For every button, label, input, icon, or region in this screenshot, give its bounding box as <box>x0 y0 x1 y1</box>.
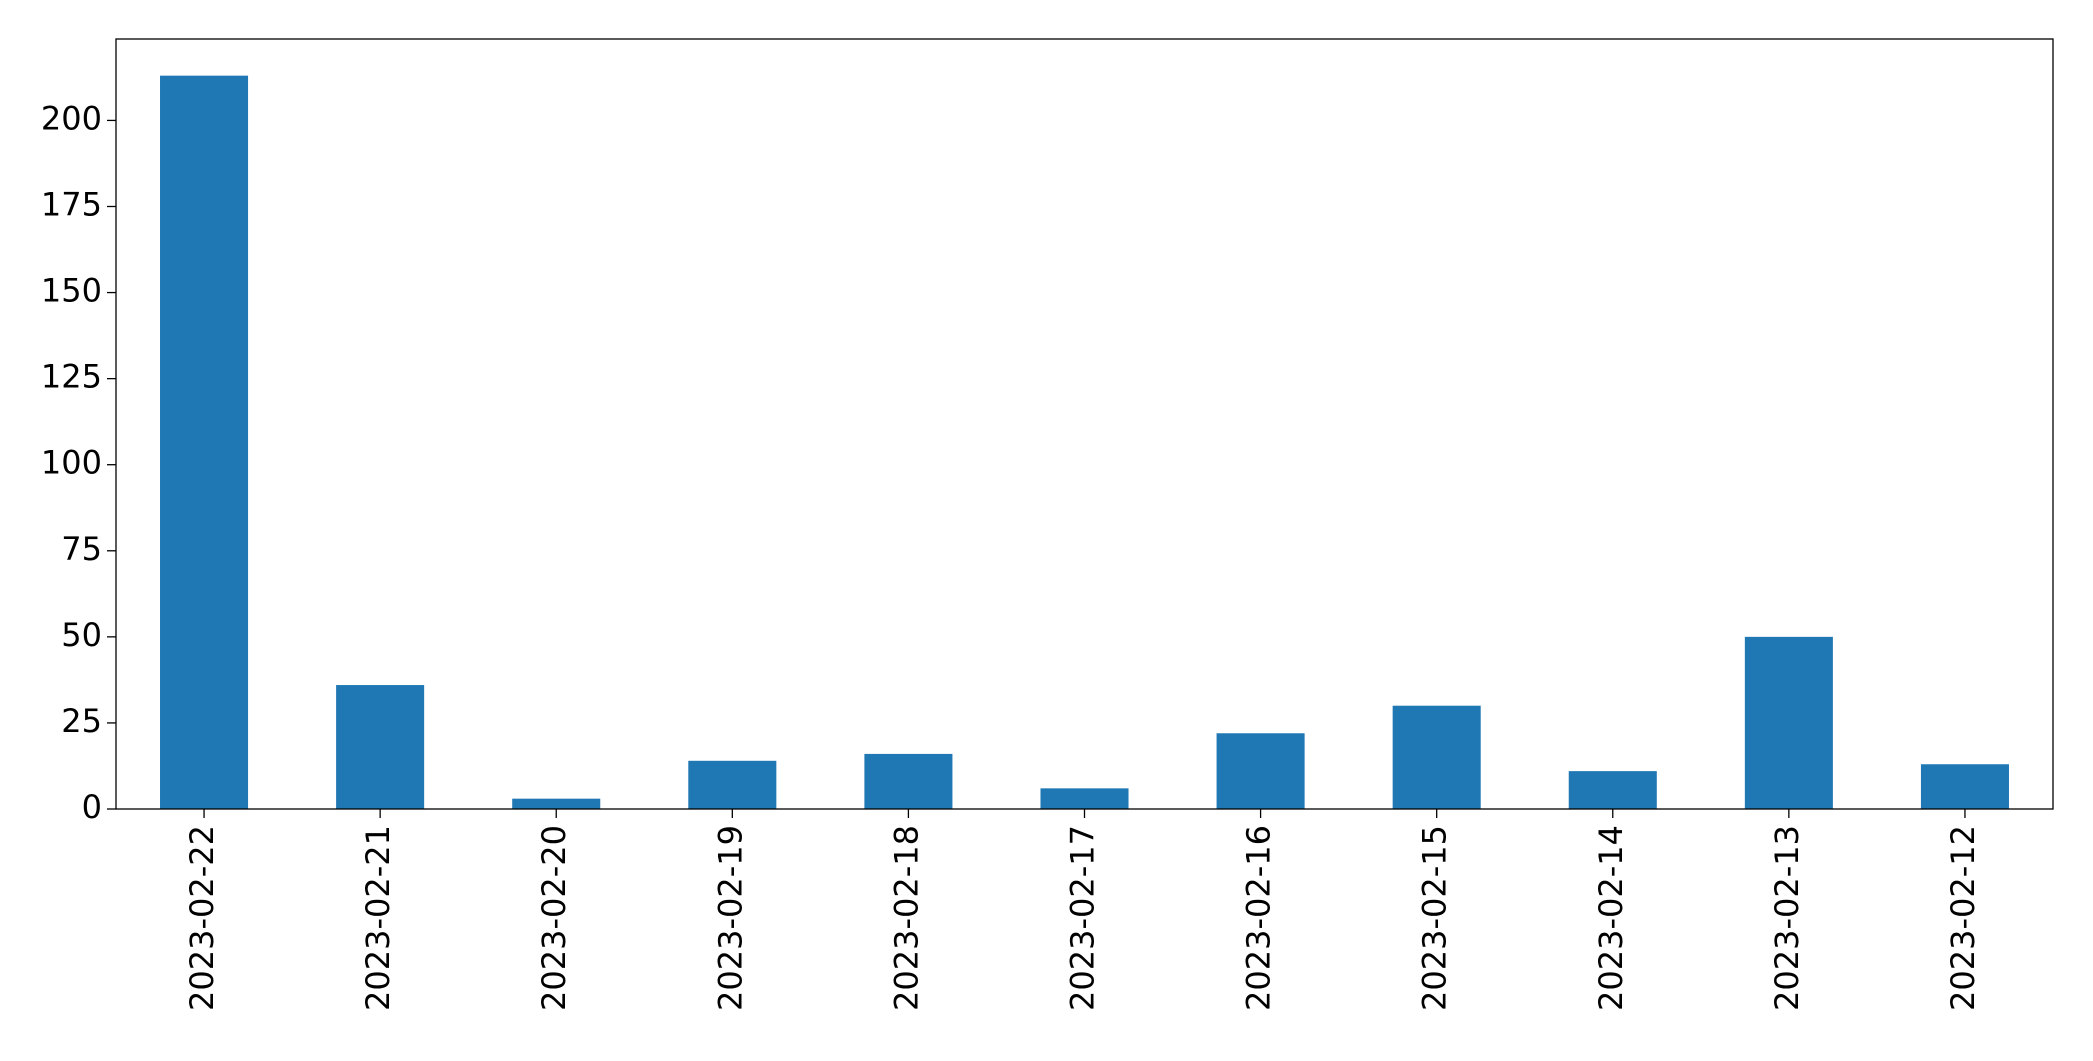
x-tick-label: 2023-02-22 <box>183 825 221 1011</box>
bar <box>512 798 601 809</box>
bar <box>336 685 425 809</box>
y-tick-label: 150 <box>41 272 102 310</box>
bar <box>864 753 953 809</box>
x-tick-label: 2023-02-16 <box>1240 825 1278 1011</box>
bar <box>1744 636 1833 809</box>
x-tick-label: 2023-02-20 <box>535 825 573 1011</box>
bar <box>1568 771 1657 809</box>
y-tick-label: 200 <box>41 99 102 137</box>
x-tick-label: 2023-02-12 <box>1944 825 1982 1011</box>
bar <box>1392 705 1481 809</box>
x-tick-label: 2023-02-13 <box>1768 825 1806 1011</box>
y-tick-label: 0 <box>82 788 102 826</box>
y-tick-label: 75 <box>61 530 102 568</box>
x-tick-label: 2023-02-18 <box>887 825 925 1011</box>
bar <box>1920 764 2009 809</box>
x-tick-label: 2023-02-19 <box>711 825 749 1011</box>
x-tick-label: 2023-02-21 <box>359 825 397 1011</box>
x-tick-label: 2023-02-17 <box>1064 825 1102 1011</box>
bar <box>1216 733 1305 809</box>
y-tick-label: 50 <box>61 616 102 654</box>
y-tick-label: 25 <box>61 702 102 740</box>
x-tick-label: 2023-02-14 <box>1592 825 1630 1011</box>
y-tick-label: 100 <box>41 444 102 482</box>
bar <box>688 760 777 809</box>
x-tick-label: 2023-02-15 <box>1416 825 1454 1011</box>
y-tick-label: 175 <box>41 185 102 223</box>
plot-frame <box>115 38 2054 810</box>
bar <box>160 75 249 809</box>
bar <box>1040 788 1129 809</box>
y-tick-label: 125 <box>41 358 102 396</box>
